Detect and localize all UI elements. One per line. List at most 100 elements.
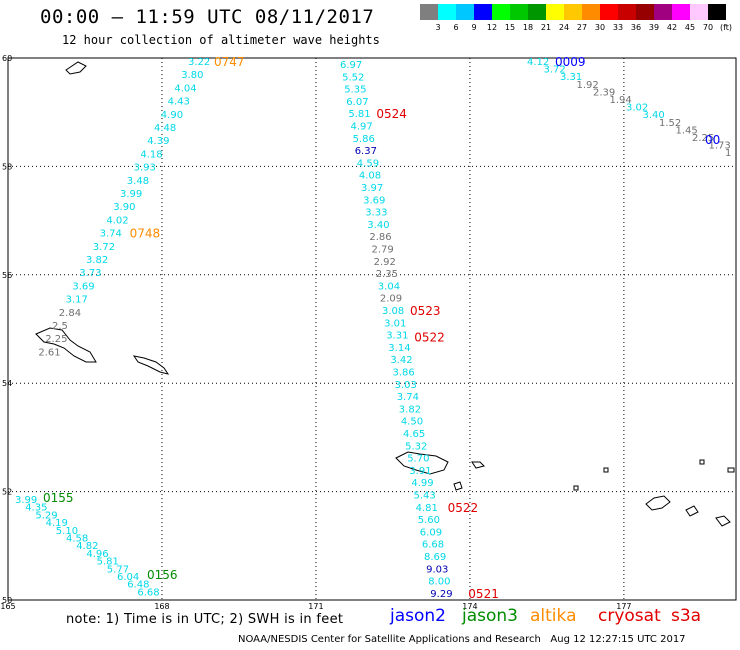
wave-height-value: 3.72 <box>544 65 566 76</box>
wave-height-value: 2.92 <box>374 257 396 268</box>
track-central: 6.975.52 5.356.075.81 4.975.866.374.59 4.08… <box>340 60 499 601</box>
lon-label: 165 <box>0 602 15 611</box>
lat-label: 60 <box>2 54 12 63</box>
wave-height-value: 2.86 <box>369 232 391 243</box>
wave-height-value: 2.35 <box>376 269 398 280</box>
track-southwest: 3.994.355.294.195.104.584.824.965.815.77… <box>15 491 178 598</box>
legend-label: 3 <box>435 23 441 32</box>
wave-height-value: 1.52 <box>659 118 681 129</box>
wave-height-value: 4.90 <box>161 110 183 121</box>
wave-height-value: 2.25 <box>45 334 67 345</box>
wave-height-value: 3.01 <box>384 318 406 329</box>
coastline-segment <box>132 355 170 375</box>
wave-height-value: 3.90 <box>113 202 135 213</box>
coastline-segment <box>65 61 87 75</box>
coastline-segment <box>727 467 735 473</box>
wave-height-value: 1.92 <box>577 80 599 91</box>
legend-swatch <box>438 4 456 20</box>
wave-height-value: 3.74 <box>397 392 419 403</box>
legend-label: 42 <box>666 23 678 32</box>
legend-swatch <box>690 4 708 20</box>
legend-label: 27 <box>576 23 588 32</box>
wave-height-value: 9.03 <box>426 564 448 575</box>
wave-height-value: 1 <box>725 148 731 159</box>
legend-swatch <box>510 4 528 20</box>
wave-height-value: 1.73 <box>709 141 731 152</box>
wave-height-value: 4.58 <box>66 534 88 545</box>
wave-height-value: 6.68 <box>137 587 159 598</box>
wave-height-value: 2.79 <box>372 245 394 256</box>
wave-height-value: 3.04 <box>378 281 400 292</box>
lon-label: 177 <box>616 602 631 611</box>
coastline-segment <box>645 495 671 511</box>
legend-label: 33 <box>612 23 624 32</box>
legend-label: 15 <box>504 23 516 32</box>
coastline-segment <box>395 451 449 475</box>
lat-label: 52 <box>2 488 12 497</box>
wave-height-value: 4.65 <box>403 429 425 440</box>
lon-label: 171 <box>308 602 323 611</box>
wave-height-value: 4.48 <box>154 123 176 134</box>
wave-height-value: 3.42 <box>390 355 412 366</box>
lat-label: 50 <box>2 596 12 605</box>
wave-height-value: 3.82 <box>86 255 108 266</box>
wave-height-value: 3.17 <box>66 295 88 306</box>
wave-height-value: 3.82 <box>399 404 421 415</box>
wave-height-value: 4.12 <box>527 57 549 68</box>
wave-height-value: 3.40 <box>367 220 389 231</box>
pass-time-label: 0009 <box>555 55 586 69</box>
wave-height-value: 2.61 <box>38 347 60 358</box>
coastline-segment <box>35 327 97 363</box>
wave-height-value: 5.86 <box>353 134 375 145</box>
wave-height-value: 3.33 <box>365 208 387 219</box>
wave-height-value: 6.68 <box>422 540 444 551</box>
wave-height-value: 2.09 <box>380 294 402 305</box>
wave-height-value: 4.19 <box>46 518 68 529</box>
wave-height-value: 3.03 <box>395 380 417 391</box>
lat-label: 58 <box>2 162 12 171</box>
wave-height-value: 3.02 <box>626 103 648 114</box>
wave-height-value: 4.39 <box>147 136 169 147</box>
wave-height-value: 3.91 <box>409 466 431 477</box>
wave-height-value: 2.39 <box>593 87 615 98</box>
wave-height-value: 3.99 <box>120 189 142 200</box>
wave-height-value: 5.77 <box>107 564 129 575</box>
pass-time-label: 0156 <box>147 568 178 582</box>
wave-height-value: 4.59 <box>357 158 379 169</box>
legend-swatch <box>564 4 582 20</box>
coastline <box>35 61 735 527</box>
pass-time-label: 0521 <box>468 587 499 601</box>
wave-height-value: 5.32 <box>405 441 427 452</box>
wave-height-value: 4.81 <box>416 503 438 514</box>
footer-note: note: 1) Time is in UTC; 2) SWH is in fe… <box>66 612 344 627</box>
wave-height-value: 4.43 <box>168 97 190 108</box>
coastline-segment <box>453 481 463 491</box>
legend-swatch <box>582 4 600 20</box>
wave-height-value: 8.69 <box>424 552 446 563</box>
wave-height-value: 6.37 <box>355 146 377 157</box>
track-east: 4.123.723.311.922.391.943.023.401.521.45… <box>527 55 731 159</box>
legend-swatch <box>474 4 492 20</box>
pass-time-label: 0524 <box>376 107 407 121</box>
legend-label: 39 <box>648 23 660 32</box>
footer-credit: NOAA/NESDIS Center for Satellite Applica… <box>238 634 686 645</box>
satellite-legend-item: s3a <box>671 606 702 626</box>
legend-swatch <box>708 4 726 20</box>
page-subtitle: 12 hour collection of altimeter wave hei… <box>62 33 380 47</box>
pass-time-label: 0747 <box>214 55 245 69</box>
lon-label: 174 <box>462 602 477 611</box>
wave-height-value: 3.31 <box>560 72 582 83</box>
wave-height-value: 2.25 <box>692 133 714 144</box>
legend-swatch <box>600 4 618 20</box>
coastline-segment <box>715 515 731 527</box>
wave-height-value: 3.40 <box>643 110 665 121</box>
lat-label: 54 <box>2 379 12 388</box>
satellite-legend-item: cryosat <box>598 606 661 626</box>
legend-swatch <box>420 4 438 20</box>
wave-height-value: 3.74 <box>100 229 122 240</box>
wave-height-value: 2.5 <box>52 321 68 332</box>
legend-label: 9 <box>471 23 477 32</box>
wave-height-value: 5.43 <box>414 491 436 502</box>
wave-height-value: 5.81 <box>97 557 119 568</box>
